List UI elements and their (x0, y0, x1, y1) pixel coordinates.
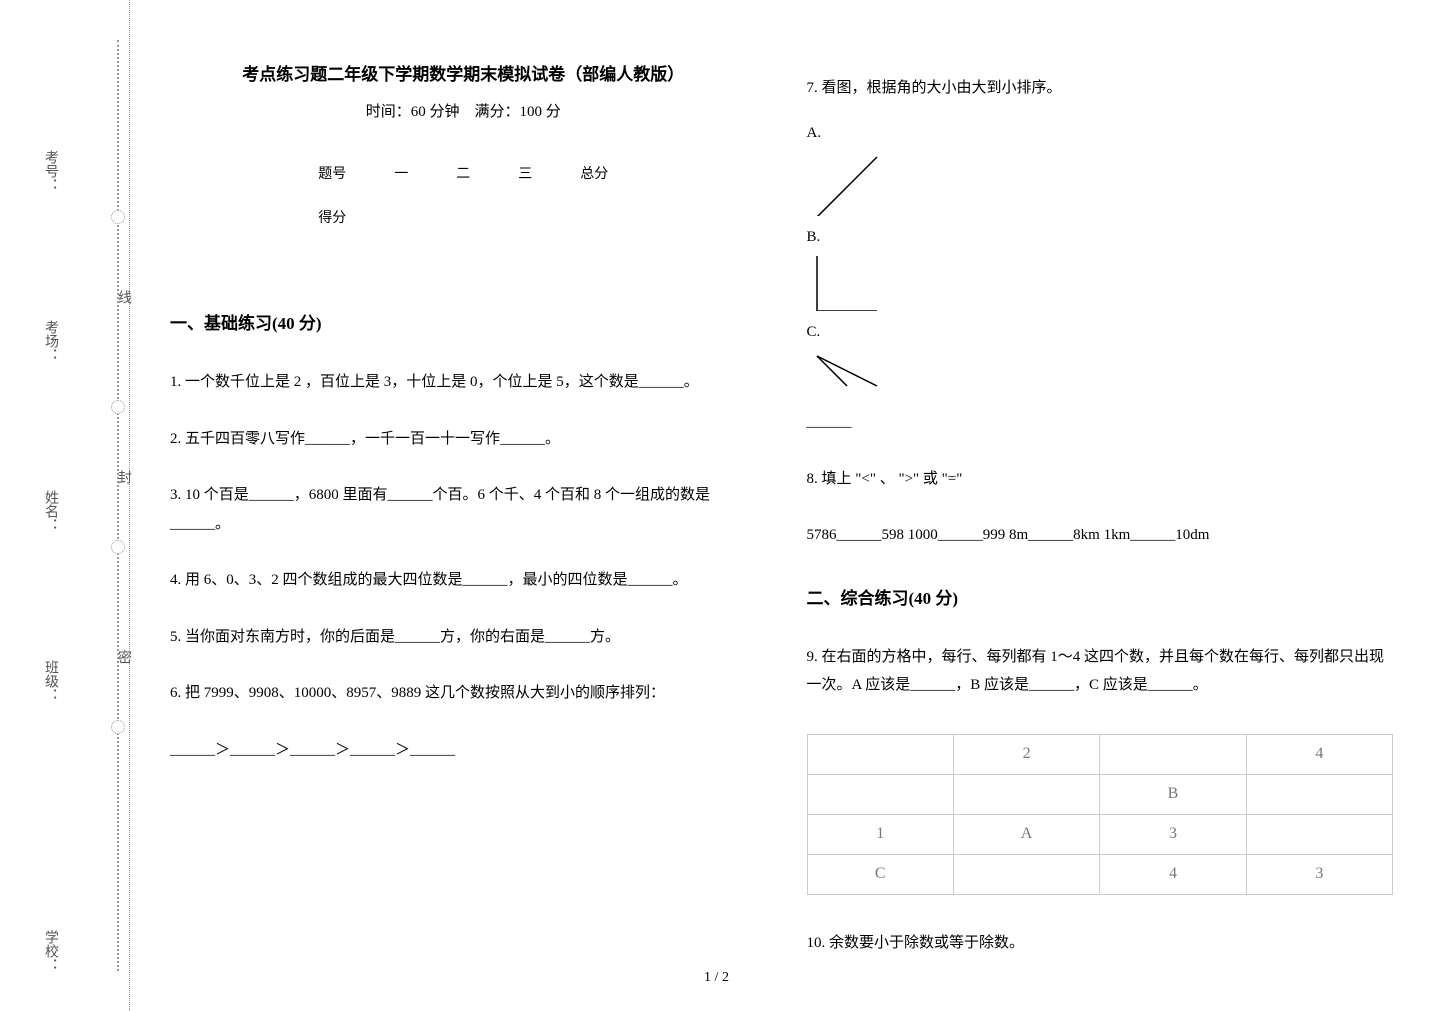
grid-cell (807, 734, 953, 774)
score-cell (494, 195, 556, 239)
binding-circle (111, 720, 125, 734)
grid-cell (1246, 774, 1392, 814)
question-7: 7. 看图，根据角的大小由大到小排序。 (807, 74, 1394, 103)
question-9: 9. 在右面的方格中，每行、每列都有 1～4 这四个数，并且每个数在每行、每列都… (807, 643, 1394, 700)
grid-cell: B (1100, 774, 1246, 814)
grid-cell: 1 (807, 814, 953, 854)
question-10: 10. 余数要小于除数或等于除数。 (807, 929, 1394, 958)
binding-dotted-line (117, 40, 119, 971)
grid-cell (953, 854, 1099, 894)
angle-a-icon (807, 147, 907, 216)
angle-c-icon (807, 346, 907, 389)
question-8-line: 5786______598 1000______999 8m______8km … (807, 521, 1394, 550)
grid-cell (807, 774, 953, 814)
binding-label: 学校： (40, 930, 60, 972)
score-header: 二 (432, 151, 494, 195)
binding-label: 姓名： (40, 490, 60, 532)
question-4: 4. 用 6、0、3、2 四个数组成的最大四位数是______，最小的四位数是_… (170, 566, 757, 595)
seal-char: 封 (113, 470, 133, 484)
binding-margin: 考号： 考场： 姓名： 班级： 学校： 密 封 线 (0, 0, 130, 1011)
question-6: 6. 把 7999、9908、10000、8957、9889 这几个数按照从大到… (170, 679, 757, 708)
score-table: 题号 一 二 三 总分 得分 (294, 151, 632, 239)
grid-cell (1246, 814, 1392, 854)
angle-answer-blank: ______ (807, 408, 1394, 437)
score-header: 题号 (294, 151, 370, 195)
grid-cell: C (807, 854, 953, 894)
grid-cell (953, 774, 1099, 814)
binding-label: 考场： (40, 320, 60, 362)
binding-circle (111, 540, 125, 554)
question-6-blanks: ______＞______＞______＞______＞______ (170, 736, 757, 765)
page-number: 1 / 2 (704, 970, 729, 986)
score-header: 总分 (556, 151, 632, 195)
score-cell (370, 195, 432, 239)
angle-b-icon (807, 251, 907, 311)
left-column: 考点练习题二年级下学期数学期末模拟试卷（部编人教版） 时间：60 分钟 满分：1… (170, 60, 757, 971)
binding-circle (111, 210, 125, 224)
score-header: 三 (494, 151, 556, 195)
question-1: 1. 一个数千位上是 2 ，百位上是 3，十位上是 0，个位上是 5，这个数是_… (170, 368, 757, 397)
score-header: 一 (370, 151, 432, 195)
angle-c-label: C. (807, 324, 1394, 341)
binding-label: 考号： (40, 150, 60, 192)
score-cell (432, 195, 494, 239)
seal-char: 密 (113, 650, 133, 664)
angle-a-label: A. (807, 125, 1394, 142)
grid-cell: A (953, 814, 1099, 854)
grid-cell: 4 (1100, 854, 1246, 894)
grid-cell (1100, 734, 1246, 774)
binding-circle (111, 400, 125, 414)
exam-title: 考点练习题二年级下学期数学期末模拟试卷（部编人教版） (170, 60, 757, 85)
score-cell (556, 195, 632, 239)
grid-cell: 4 (1246, 734, 1392, 774)
score-cell: 得分 (294, 195, 370, 239)
binding-label: 班级： (40, 660, 60, 702)
section-1-header: 一、基础练习(40 分) (170, 309, 757, 334)
question-3: 3. 10 个百是______，6800 里面有______个百。6 个千、4 … (170, 481, 757, 538)
sudoku-grid: 2 4 B 1 A 3 C (807, 734, 1394, 895)
grid-cell: 3 (1100, 814, 1246, 854)
seal-char: 线 (113, 290, 133, 304)
grid-cell: 3 (1246, 854, 1392, 894)
right-column: 7. 看图，根据角的大小由大到小排序。 A. B. C. ______ 8. 填… (807, 60, 1394, 971)
content-area: 考点练习题二年级下学期数学期末模拟试卷（部编人教版） 时间：60 分钟 满分：1… (130, 0, 1433, 1011)
grid-cell: 2 (953, 734, 1099, 774)
section-2-header: 二、综合练习(40 分) (807, 584, 1394, 609)
angle-b-label: B. (807, 229, 1394, 246)
question-2: 2. 五千四百零八写作______，一千一百一十一写作______。 (170, 425, 757, 454)
question-8: 8. 填上 "<" 、 ">" 或 "=" (807, 465, 1394, 494)
exam-subtitle: 时间：60 分钟 满分：100 分 (170, 100, 757, 121)
question-5: 5. 当你面对东南方时，你的后面是______方，你的右面是______方。 (170, 623, 757, 652)
